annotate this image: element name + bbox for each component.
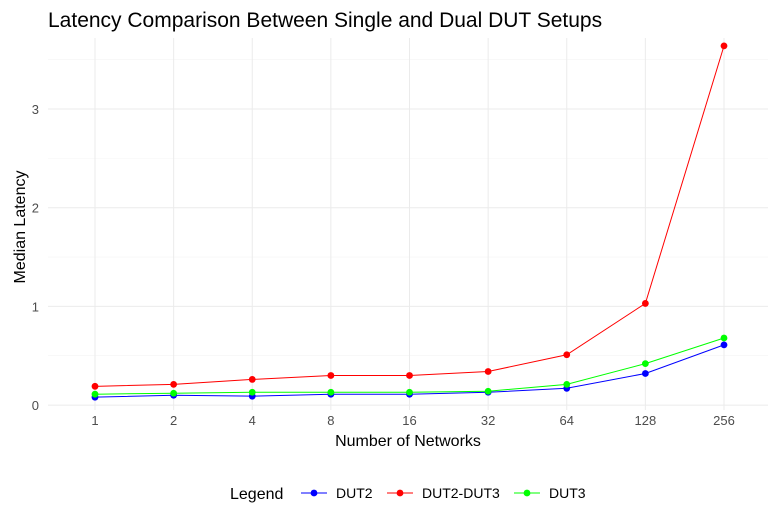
data-point-dut2-dut3 — [248, 376, 256, 383]
x-tick-label: 32 — [481, 413, 495, 428]
legend: Legend DUT2 DUT2-DUT3 DUT3 — [230, 485, 586, 503]
x-axis-ticks: 1 2 4 8 16 32 64 128 256 — [91, 413, 734, 428]
data-point-dut3 — [641, 360, 649, 368]
data-point-dut2-dut3 — [91, 382, 99, 390]
x-axis-title: Number of Networks — [335, 433, 481, 450]
chart-title: Latency Comparison Between Single and Du… — [48, 9, 602, 32]
x-tick-label: 64 — [560, 413, 574, 428]
y-tick-label: 0 — [32, 398, 39, 413]
legend-label-dut2-dut3: DUT2-DUT3 — [422, 485, 500, 501]
y-axis-title: Median Latency — [12, 171, 29, 284]
data-point-dut2-dut3 — [484, 368, 492, 375]
x-tick-label: 8 — [327, 413, 334, 428]
y-axis-ticks: 0 1 2 3 — [32, 102, 39, 413]
y-tick-label: 1 — [32, 299, 39, 314]
data-point-dut3 — [406, 388, 413, 396]
data-point-dut3 — [720, 334, 728, 342]
data-point-dut2-dut3 — [170, 380, 178, 388]
data-point-dut3 — [170, 389, 178, 397]
y-tick-label: 3 — [32, 102, 39, 117]
legend-label-dut3: DUT3 — [549, 485, 586, 501]
legend-key-point-dut3 — [523, 489, 531, 497]
data-point-dut3 — [327, 388, 335, 396]
x-tick-label: 1 — [91, 413, 98, 428]
data-point-dut3 — [248, 388, 256, 396]
data-point-dut3 — [91, 390, 99, 398]
data-point-dut2 — [720, 341, 728, 349]
legend-label-dut2: DUT2 — [336, 485, 373, 501]
data-point-dut2-dut3 — [406, 372, 413, 379]
data-point-dut2-dut3 — [563, 351, 571, 359]
data-point-dut3 — [563, 380, 571, 388]
legend-title: Legend — [230, 486, 283, 503]
series-layer — [91, 42, 728, 401]
data-point-dut2-dut3 — [327, 372, 335, 379]
legend-key-point-dut2 — [310, 489, 318, 497]
legend-key-point-dut2-dut3 — [396, 489, 404, 497]
data-point-dut3 — [484, 387, 492, 395]
x-tick-label: 2 — [170, 413, 177, 428]
grid — [48, 38, 768, 410]
x-tick-label: 128 — [635, 413, 657, 428]
data-point-dut2 — [641, 370, 649, 377]
data-point-dut2-dut3 — [720, 42, 728, 50]
y-tick-label: 2 — [32, 201, 39, 216]
x-tick-label: 256 — [713, 413, 735, 428]
x-tick-label: 16 — [402, 413, 416, 428]
data-point-dut2-dut3 — [641, 300, 649, 307]
x-tick-label: 4 — [249, 413, 256, 428]
